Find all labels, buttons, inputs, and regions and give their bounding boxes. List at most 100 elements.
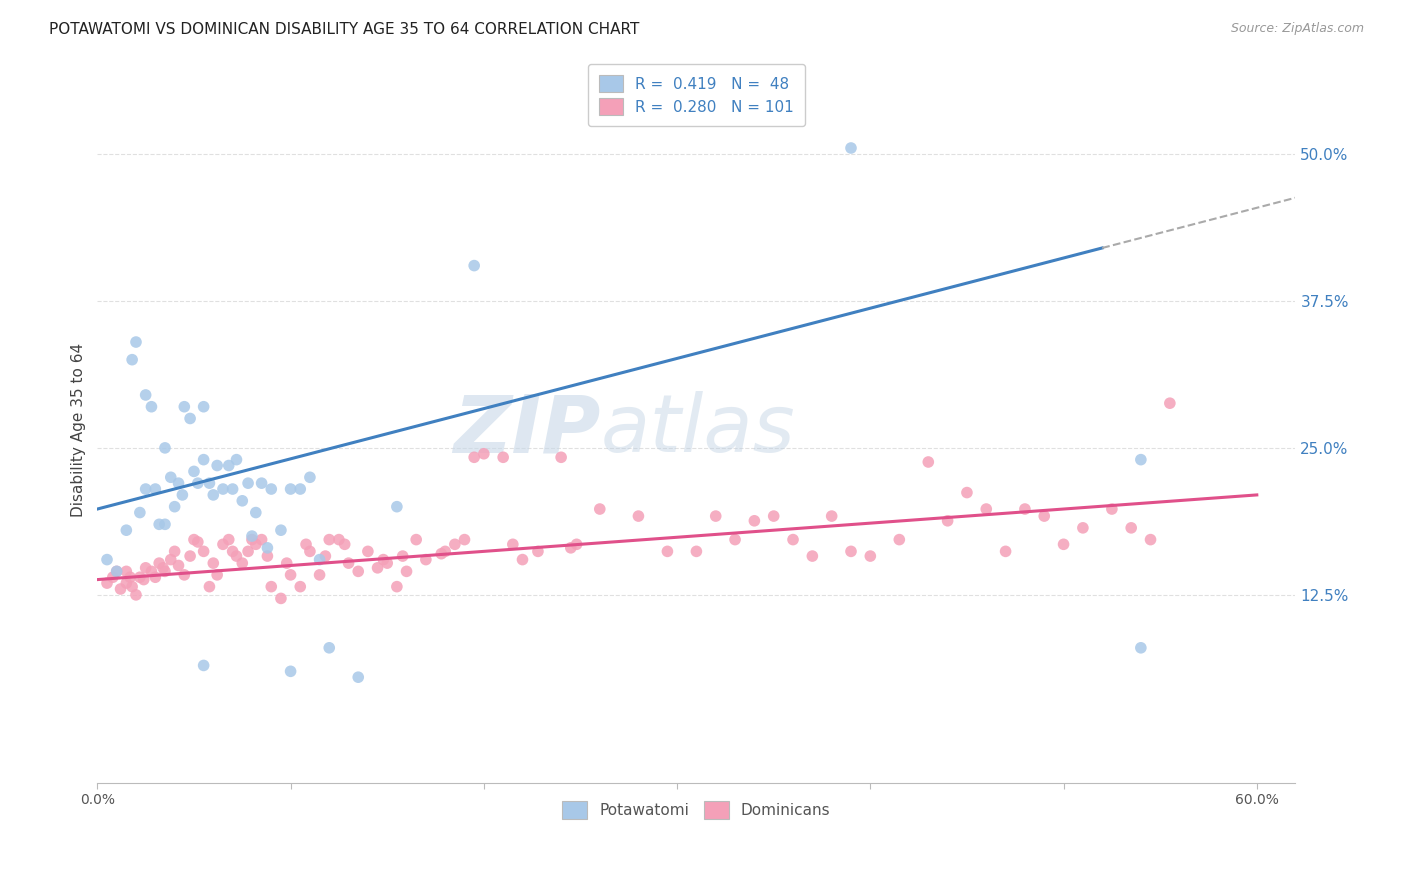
Point: [276, 556, 298, 570]
Point: [212, 537, 235, 551]
Point: [318, 640, 340, 655]
Point: [236, 544, 259, 558]
Text: atlas: atlas: [600, 392, 796, 469]
Legend: Potawatomi, Dominicans: Potawatomi, Dominicans: [557, 795, 837, 825]
Point: [135, 388, 157, 402]
Point: [221, 482, 243, 496]
Point: [295, 537, 318, 551]
Point: [347, 565, 370, 579]
Point: [308, 567, 330, 582]
Point: [318, 533, 340, 547]
Point: [236, 476, 259, 491]
Point: [245, 506, 267, 520]
Point: [159, 470, 181, 484]
Point: [225, 549, 247, 563]
Point: [260, 580, 283, 594]
Point: [453, 533, 475, 547]
Point: [367, 561, 389, 575]
Point: [121, 352, 143, 367]
Point: [167, 476, 190, 491]
Point: [152, 561, 174, 575]
Point: [724, 533, 747, 547]
Point: [463, 450, 485, 465]
Point: [782, 533, 804, 547]
Point: [917, 455, 939, 469]
Point: [231, 493, 253, 508]
Point: [385, 500, 408, 514]
Point: [225, 452, 247, 467]
Point: [105, 565, 128, 579]
Point: [280, 482, 302, 496]
Point: [198, 476, 221, 491]
Point: [744, 514, 766, 528]
Point: [859, 549, 882, 563]
Point: [115, 565, 138, 579]
Point: [1159, 396, 1181, 410]
Point: [153, 517, 176, 532]
Point: [685, 544, 707, 558]
Point: [337, 556, 360, 570]
Point: [328, 533, 350, 547]
Point: [193, 544, 215, 558]
Point: [502, 537, 524, 551]
Point: [565, 537, 588, 551]
Point: [250, 476, 273, 491]
Point: [132, 573, 155, 587]
Point: [589, 502, 612, 516]
Point: [357, 544, 380, 558]
Point: [704, 509, 727, 524]
Point: [956, 485, 979, 500]
Point: [839, 141, 862, 155]
Point: [148, 556, 170, 570]
Point: [250, 533, 273, 547]
Point: [527, 544, 550, 558]
Point: [193, 658, 215, 673]
Point: [143, 482, 166, 496]
Point: [141, 400, 163, 414]
Point: [163, 544, 186, 558]
Point: [245, 537, 267, 551]
Point: [560, 541, 582, 555]
Point: [994, 544, 1017, 558]
Point: [163, 500, 186, 514]
Point: [395, 565, 418, 579]
Point: [1121, 521, 1143, 535]
Point: [270, 591, 292, 606]
Point: [974, 502, 997, 516]
Point: [183, 533, 205, 547]
Point: [298, 470, 321, 484]
Point: [256, 549, 278, 563]
Point: [444, 537, 467, 551]
Point: [1014, 502, 1036, 516]
Point: [101, 570, 124, 584]
Point: [96, 552, 118, 566]
Point: [205, 458, 228, 473]
Point: [1129, 452, 1152, 467]
Text: Source: ZipAtlas.com: Source: ZipAtlas.com: [1230, 22, 1364, 36]
Point: [314, 549, 336, 563]
Point: [240, 533, 263, 547]
Point: [801, 549, 824, 563]
Point: [298, 544, 321, 558]
Point: [96, 576, 118, 591]
Point: [143, 570, 166, 584]
Point: [373, 552, 395, 566]
Y-axis label: Disability Age 35 to 64: Disability Age 35 to 64: [72, 343, 86, 517]
Point: [472, 447, 495, 461]
Point: [202, 556, 225, 570]
Point: [889, 533, 911, 547]
Point: [125, 588, 148, 602]
Point: [762, 509, 785, 524]
Point: [128, 506, 150, 520]
Point: [240, 529, 263, 543]
Point: [1071, 521, 1094, 535]
Point: [125, 334, 148, 349]
Point: [148, 517, 170, 532]
Point: [434, 544, 457, 558]
Point: [105, 565, 128, 579]
Point: [657, 544, 679, 558]
Point: [179, 549, 201, 563]
Point: [128, 570, 150, 584]
Point: [202, 488, 225, 502]
Point: [218, 458, 240, 473]
